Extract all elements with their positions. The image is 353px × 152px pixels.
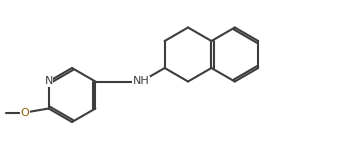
- Text: O: O: [21, 108, 30, 117]
- Text: N: N: [44, 76, 53, 86]
- Text: NH: NH: [133, 76, 150, 86]
